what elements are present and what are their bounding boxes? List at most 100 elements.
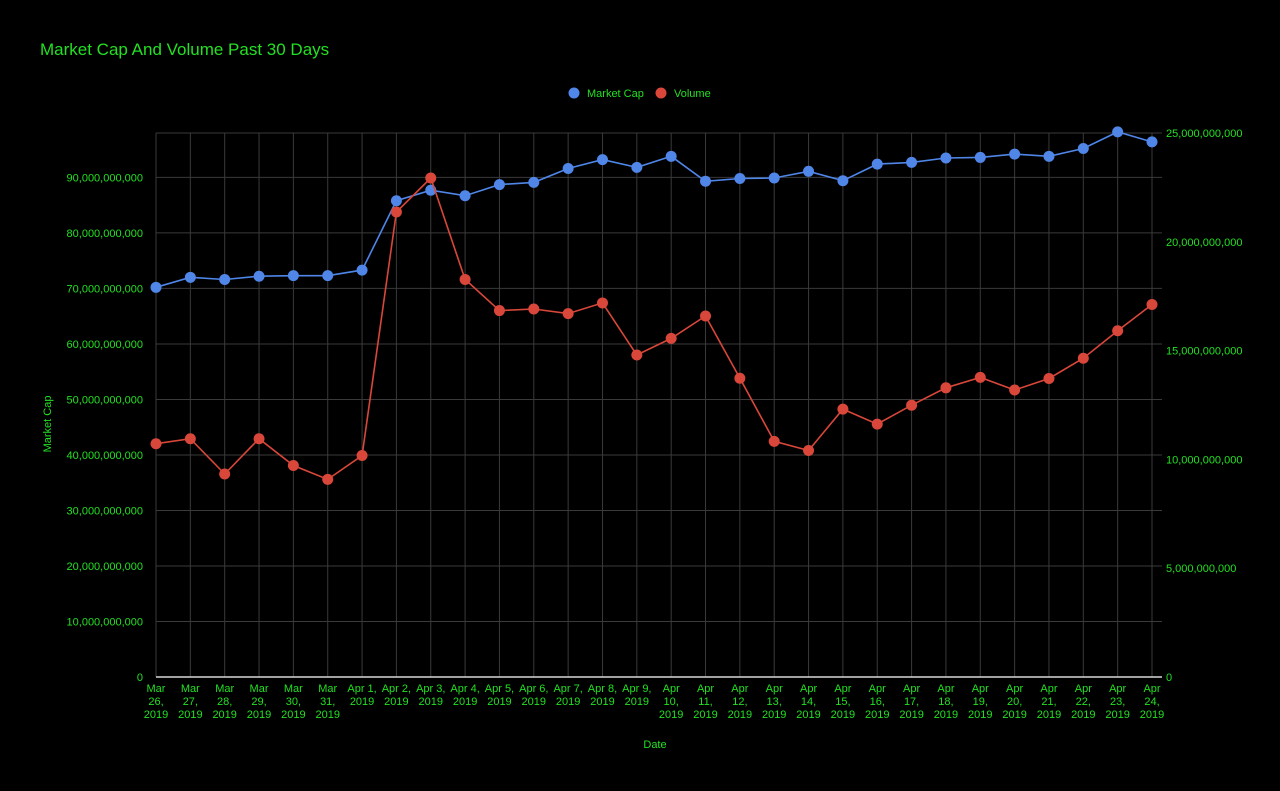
volume-point[interactable]: Volume: 17,120,000,000 bbox=[1146, 298, 1158, 310]
volume-point[interactable]: Volume: 12,310,000,000 bbox=[837, 403, 849, 415]
market-cap-point[interactable]: Market Cap: 89,100,000,000 bbox=[528, 176, 540, 188]
x-tick-label: Mar 28, 2019 bbox=[212, 683, 236, 721]
y-tick-label-left: 10,000,000,000 bbox=[67, 616, 143, 628]
market-cap-point[interactable]: Market Cap: 91,600,000,000 bbox=[562, 163, 574, 175]
volume-point[interactable]: Volume: 15,910,000,000 bbox=[1112, 325, 1124, 337]
volume-point[interactable]: Volume: 21,370,000,000 bbox=[390, 206, 402, 218]
market-cap-point[interactable]: Market Cap: 70,200,000,000 bbox=[150, 281, 162, 293]
y-tick-label-left: 20,000,000,000 bbox=[67, 561, 143, 573]
x-tick-label: Apr 23, 2019 bbox=[1105, 683, 1129, 721]
volume-point[interactable]: Volume: 16,910,000,000 bbox=[528, 303, 540, 315]
y-tick-label-left: 60,000,000,000 bbox=[67, 339, 143, 351]
legend-label-market-cap[interactable]: Market Cap bbox=[587, 88, 644, 100]
x-tick-label: Mar 29, 2019 bbox=[247, 683, 271, 721]
y-tick-label-left: 70,000,000,000 bbox=[67, 283, 143, 295]
market-cap-point[interactable]: Market Cap: 89,300,000,000 bbox=[700, 175, 712, 187]
x-tick-label: Apr 16, 2019 bbox=[865, 683, 889, 721]
x-tick-label: Apr 13, 2019 bbox=[762, 683, 786, 721]
x-tick-label: Mar 31, 2019 bbox=[315, 683, 339, 721]
market-cap-point[interactable]: Market Cap: 92,400,000,000 bbox=[871, 158, 883, 170]
legend[interactable]: Market Cap Volume bbox=[568, 87, 711, 101]
legend-swatch-market-cap bbox=[568, 87, 580, 99]
y-tick-label-right: 25,000,000,000 bbox=[1166, 128, 1242, 140]
axis-layer: 0 10,000,000,000 20,000,000,000 30,000,000,… bbox=[67, 128, 1243, 721]
market-cap-point[interactable]: Market Cap: 94,200,000,000 bbox=[1009, 148, 1021, 160]
x-tick-label: Mar 26, 2019 bbox=[144, 683, 168, 721]
chart-title: Market Cap And Volume Past 30 Days bbox=[40, 40, 330, 59]
x-tick-label: Apr 22, 2019 bbox=[1071, 683, 1095, 721]
y-tick-label-left: 80,000,000,000 bbox=[67, 228, 143, 240]
volume-point[interactable]: Volume: 9,720,000,000 bbox=[287, 459, 299, 471]
market-cap-point[interactable]: Market Cap: 89,900,000,000 bbox=[768, 172, 780, 184]
market-cap-point[interactable]: Market Cap: 89,400,000,000 bbox=[837, 175, 849, 187]
x-tick-label: Apr 7, 2019 bbox=[553, 683, 582, 708]
market-cap-point[interactable]: Market Cap: 85,800,000,000 bbox=[390, 195, 402, 207]
market-cap-point[interactable]: Market Cap: 72,200,000,000 bbox=[253, 270, 265, 282]
market-cap-point[interactable]: Market Cap: 93,500,000,000 bbox=[940, 152, 952, 164]
market-cap-point[interactable]: Market Cap: 72,000,000,000 bbox=[184, 271, 196, 283]
x-tick-label: Apr 24, 2019 bbox=[1140, 683, 1164, 721]
volume-point[interactable]: Volume: 22,930,000,000 bbox=[425, 172, 437, 184]
x-tick-label: Apr 8, 2019 bbox=[588, 683, 617, 708]
market-cap-point[interactable]: Market Cap: 93,200,000,000 bbox=[596, 154, 608, 166]
x-tick-label: Apr 4, 2019 bbox=[450, 683, 479, 708]
y-tick-label-left: 90,000,000,000 bbox=[67, 172, 143, 184]
volume-point[interactable]: Volume: 10,720,000,000 bbox=[150, 438, 162, 450]
x-tick-label: Apr 1, 2019 bbox=[347, 683, 376, 708]
volume-point[interactable]: Volume: 10,410,000,000 bbox=[803, 444, 815, 456]
legend-label-volume[interactable]: Volume bbox=[674, 88, 711, 100]
x-tick-label: Apr 11, 2019 bbox=[693, 683, 717, 721]
series-layer: Market Cap: 70,200,000,000 Market Cap: 72… bbox=[150, 126, 1158, 485]
market-cap-point[interactable]: Market Cap: 98,200,000,000 bbox=[1112, 126, 1124, 138]
volume-point[interactable]: Volume: 16,840,000,000 bbox=[493, 305, 505, 317]
x-tick-label: Mar 27, 2019 bbox=[178, 683, 202, 721]
market-cap-point[interactable]: Market Cap: 91,100,000,000 bbox=[803, 165, 815, 177]
market-cap-point[interactable]: Market Cap: 91,800,000,000 bbox=[631, 161, 643, 173]
volume-point[interactable]: Volume: 16,700,000,000 bbox=[562, 308, 574, 320]
volume-point[interactable]: Volume: 11,620,000,000 bbox=[871, 418, 883, 430]
market-cap-point[interactable]: Market Cap: 72,300,000,000 bbox=[287, 270, 299, 282]
y-tick-label-left: 0 bbox=[137, 672, 143, 684]
volume-point[interactable]: Volume: 13,190,000,000 bbox=[1009, 384, 1021, 396]
market-cap-point[interactable]: Market Cap: 95,200,000,000 bbox=[1077, 143, 1089, 155]
volume-point[interactable]: Volume: 15,560,000,000 bbox=[665, 332, 677, 344]
market-cap-point[interactable]: Market Cap: 93,800,000,000 bbox=[665, 150, 677, 162]
y-tick-label-right: 5,000,000,000 bbox=[1166, 563, 1236, 575]
volume-point[interactable]: Volume: 16,590,000,000 bbox=[700, 310, 712, 322]
x-tick-label: Apr 10, 2019 bbox=[659, 683, 683, 721]
volume-point[interactable]: Volume: 13,290,000,000 bbox=[940, 382, 952, 394]
volume-point[interactable]: Volume: 9,080,000,000 bbox=[322, 473, 334, 485]
market-cap-point[interactable]: Market Cap: 89,800,000,000 bbox=[734, 173, 746, 185]
market-cap-point[interactable]: Market Cap: 93,800,000,000 bbox=[1043, 150, 1055, 162]
x-tick-label: Apr 15, 2019 bbox=[831, 683, 855, 721]
volume-point[interactable]: Volume: 10,950,000,000 bbox=[253, 433, 265, 445]
y-tick-label-left: 40,000,000,000 bbox=[67, 450, 143, 462]
volume-point[interactable]: Volume: 13,730,000,000 bbox=[734, 372, 746, 384]
x-tick-label: Apr 9, 2019 bbox=[622, 683, 651, 708]
volume-point[interactable]: Volume: 10,950,000,000 bbox=[184, 433, 196, 445]
volume-point[interactable]: Volume: 12,490,000,000 bbox=[906, 399, 918, 411]
market-cap-point[interactable]: Market Cap: 72,300,000,000 bbox=[322, 270, 334, 282]
volume-point[interactable]: Volume: 9,330,000,000 bbox=[219, 468, 231, 480]
market-cap-point[interactable]: Market Cap: 96,400,000,000 bbox=[1146, 136, 1158, 148]
volume-point[interactable]: Volume: 10,180,000,000 bbox=[356, 449, 368, 461]
y-tick-label-right: 10,000,000,000 bbox=[1166, 454, 1242, 466]
market-cap-point[interactable]: Market Cap: 73,300,000,000 bbox=[356, 264, 368, 276]
volume-point[interactable]: Volume: 18,270,000,000 bbox=[459, 273, 471, 285]
y-tick-label-right: 20,000,000,000 bbox=[1166, 237, 1242, 249]
market-cap-point[interactable]: Market Cap: 88,700,000,000 bbox=[493, 179, 505, 191]
market-cap-point[interactable]: Market Cap: 93,600,000,000 bbox=[974, 151, 986, 163]
volume-point[interactable]: Volume: 13,720,000,000 bbox=[1043, 372, 1055, 384]
volume-point[interactable]: Volume: 13,770,000,000 bbox=[974, 371, 986, 383]
volume-point[interactable]: Volume: 10,830,000,000 bbox=[768, 435, 780, 447]
market-cap-point[interactable]: Market Cap: 71,600,000,000 bbox=[219, 274, 231, 286]
volume-point[interactable]: Volume: 17,190,000,000 bbox=[596, 297, 608, 309]
x-tick-label: Apr 21, 2019 bbox=[1037, 683, 1061, 721]
x-tick-label: Apr 2, 2019 bbox=[382, 683, 411, 708]
market-cap-point[interactable]: Market Cap: 86,700,000,000 bbox=[459, 190, 471, 202]
volume-point[interactable]: Volume: 14,650,000,000 bbox=[1077, 352, 1089, 364]
y-tick-label-left: 30,000,000,000 bbox=[67, 505, 143, 517]
market-cap-point[interactable]: Market Cap: 92,700,000,000 bbox=[906, 156, 918, 168]
legend-swatch-volume bbox=[655, 87, 667, 99]
volume-point[interactable]: Volume: 14,800,000,000 bbox=[631, 349, 643, 361]
